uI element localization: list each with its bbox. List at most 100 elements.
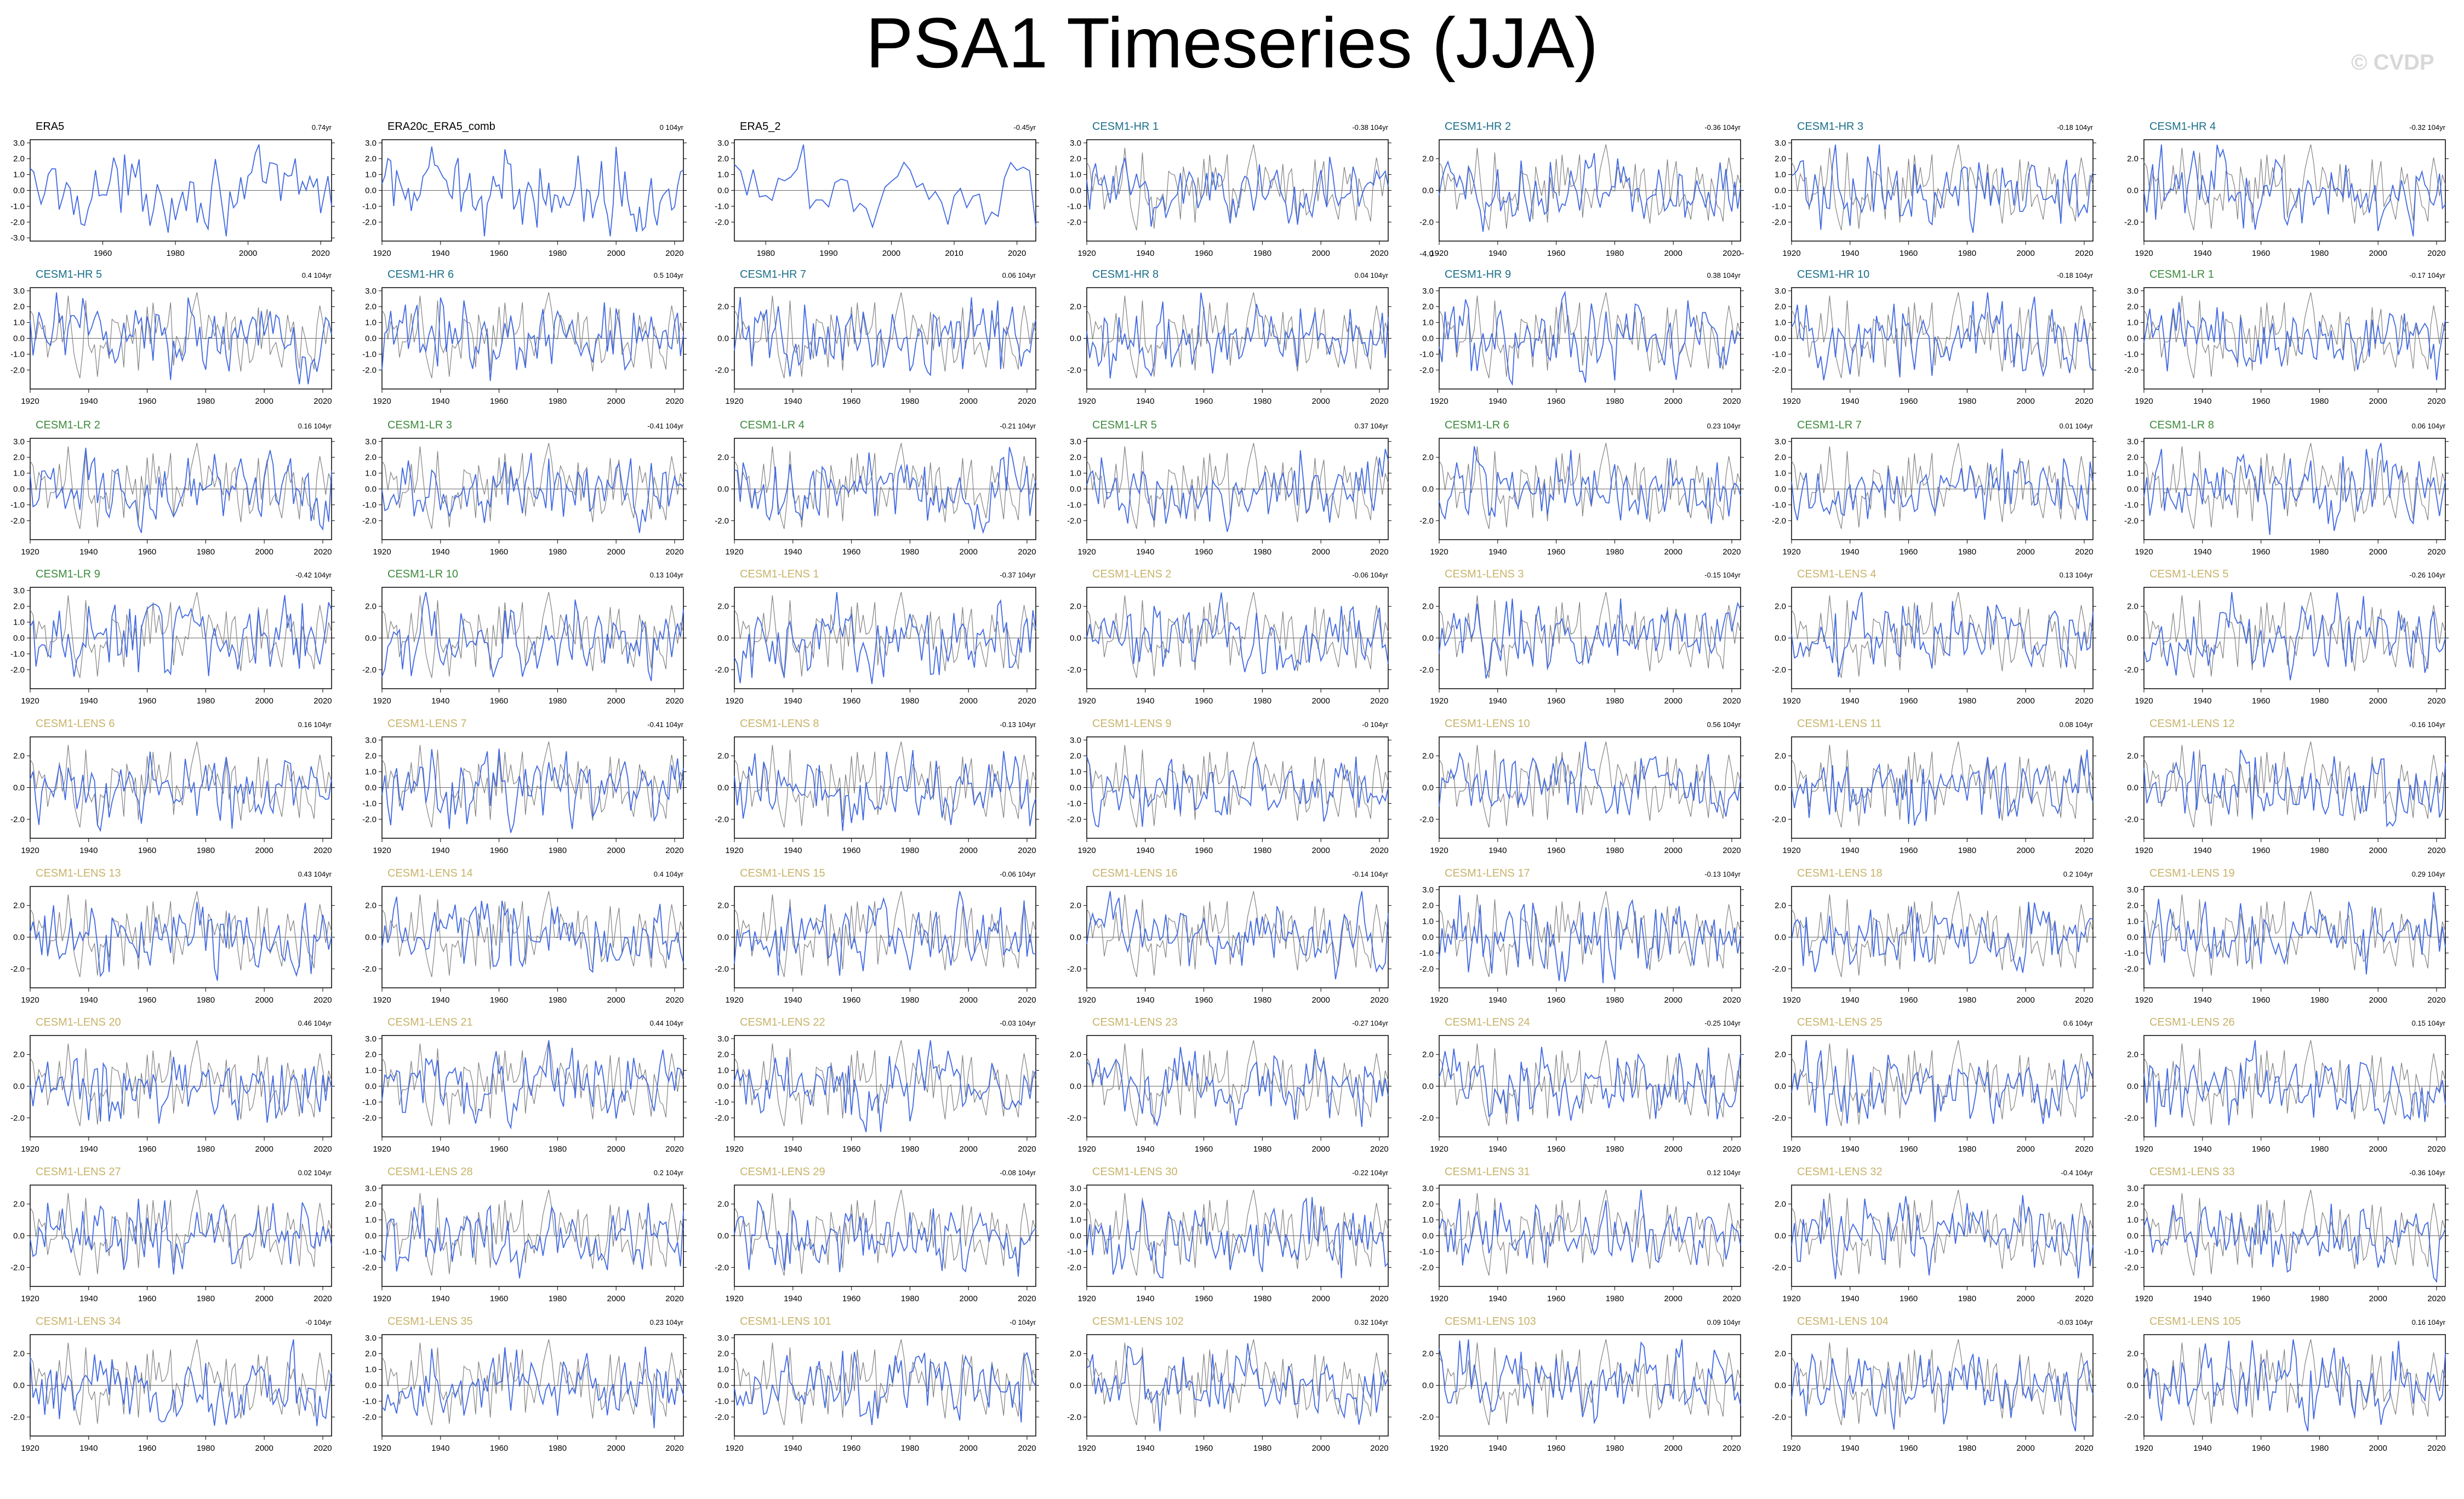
timeseries-panel: CESM1-LR 10 0.13 104yr 2.0 0.0 -2.0 1920 1940 1…: [362, 568, 687, 706]
member-series-line: [30, 751, 332, 832]
member-series-line: [2143, 302, 2446, 380]
y-tick-label: 2.0: [1070, 901, 1081, 911]
x-tick-label: 1980: [901, 995, 919, 1005]
x-tick-label: 2020: [665, 1294, 683, 1303]
x-tick-label: 1920: [21, 1145, 39, 1154]
x-tick-label: 1940: [2193, 696, 2211, 706]
timeseries-panel: ERA20c_ERA5_comb 0 104yr 3.0 2.0 1.0 0.0 -1.0 -…: [362, 121, 687, 258]
x-tick-label: 1980: [1958, 696, 1976, 706]
member-series-line: [2143, 1040, 2446, 1128]
x-tick-label: 2000: [1664, 696, 1682, 706]
x-tick-label: 2000: [607, 846, 625, 855]
member-series-line: [1791, 1353, 2094, 1432]
member-series-line: [2143, 144, 2446, 237]
x-tick-label: 2020: [1018, 1294, 1036, 1303]
panel-label: CESM1-LENS 3: [1445, 568, 1524, 580]
x-tick-label: 1920: [1430, 1444, 1448, 1453]
y-tick-label: 0.0: [1775, 186, 1786, 196]
x-tick-label: 1980: [549, 249, 567, 258]
y-tick-label: 0.0: [2127, 783, 2138, 793]
x-tick-label: 1960: [1900, 846, 1918, 855]
x-tick-label: 1920: [373, 249, 391, 258]
panel-label: CESM1-HR 2: [1445, 121, 1511, 133]
x-tick-label: 1980: [549, 397, 567, 406]
panel-label: CESM1-LENS 17: [1445, 867, 1530, 879]
y-tick-label: 3.0: [1422, 885, 1434, 895]
panel-trend: 0.23 104yr: [650, 1318, 684, 1326]
y-tick-label: 0.0: [717, 485, 729, 494]
panel-label: CESM1-LENS 10: [1445, 718, 1530, 730]
x-tick-label: 1940: [1136, 547, 1154, 557]
x-tick-label: 2020: [1018, 846, 1036, 855]
x-tick-label: 1980: [901, 1145, 919, 1154]
x-tick-label: 2000: [239, 249, 257, 258]
x-tick-label: 2020: [665, 547, 683, 557]
panel-trend: -0.37 104yr: [1000, 571, 1036, 579]
y-tick-label: 0.0: [1070, 186, 1081, 196]
y-tick-label: -2.0: [715, 964, 729, 974]
timeseries-panel: CESM1-LR 3 -0.41 104yr 3.0 2.0 1.0 0.0 -1.0 -2.…: [362, 419, 687, 557]
x-tick-label: 2020: [311, 249, 329, 258]
x-tick-label: 1960: [138, 1145, 156, 1154]
y-tick-label: 3.0: [13, 586, 25, 596]
panel-trend: 0.01 104yr: [2060, 422, 2094, 430]
y-tick-label: -2.0: [362, 964, 377, 974]
x-tick-label: 1960: [1900, 696, 1918, 706]
x-tick-label: 2020: [313, 547, 332, 557]
y-tick-label: 2.0: [1775, 453, 1786, 462]
x-tick-label: 2000: [607, 1145, 625, 1154]
x-tick-label: 2000: [2369, 1145, 2387, 1154]
y-tick-label: 0.0: [1775, 1381, 1786, 1391]
y-tick-label: 0.0: [717, 1232, 729, 1241]
y-tick-label: -2.0: [2124, 1113, 2138, 1123]
x-tick-label: 1980: [1606, 995, 1624, 1005]
y-tick-label: 2.0: [365, 302, 377, 312]
x-tick-label: 1940: [1488, 547, 1507, 557]
panel-label: CESM1-LENS 105: [2149, 1315, 2241, 1328]
x-tick-label: 1940: [1488, 995, 1507, 1005]
y-tick-label: 0.0: [1775, 933, 1786, 942]
obs-series-line: [30, 443, 332, 529]
y-tick-label: 2.0: [13, 602, 25, 611]
panel-trend: 0.2 104yr: [654, 1169, 684, 1177]
x-tick-label: 1960: [1547, 547, 1565, 557]
y-tick-label: -2.0: [362, 218, 377, 227]
x-tick-label: 1920: [21, 1444, 39, 1453]
panel-trend: -0.32 104yr: [2409, 123, 2445, 131]
x-tick-label: 2020: [2075, 249, 2093, 258]
x-tick-label: 1960: [1547, 696, 1565, 706]
x-tick-label: 2000: [255, 397, 273, 406]
y-tick-label: 0.0: [1422, 1232, 1434, 1241]
timeseries-panel: CESM1-LR 1 -0.17 104yr 3.0 2.0 1.0 0.0 -1.0 -2.…: [2124, 268, 2449, 406]
timeseries-panel: ERA5 0.74yr 3.0 2.0 1.0 0.0 -1.0 -2.0 -3.0 1960 19…: [10, 121, 335, 258]
y-tick-label: -2.0: [715, 218, 729, 227]
y-tick-label: 2.0: [1422, 453, 1434, 462]
panel-label: CESM1-LENS 35: [387, 1315, 473, 1328]
y-tick-label: 2.0: [13, 901, 25, 911]
y-tick-label: 3.0: [365, 736, 377, 745]
y-tick-label: 2.0: [1070, 302, 1081, 312]
y-tick-label: 3.0: [1775, 437, 1786, 447]
y-tick-label: 0.0: [1775, 634, 1786, 643]
x-tick-label: 1920: [725, 1444, 743, 1453]
y-tick-label: 2.0: [717, 302, 729, 312]
panel-trend: 0 104yr: [660, 123, 684, 131]
obs-series-line: [30, 741, 332, 828]
y-tick-label: 1.0: [1422, 1216, 1434, 1225]
x-tick-label: 1940: [1841, 1444, 1859, 1453]
panel-label: ERA20c_ERA5_comb: [387, 121, 495, 133]
y-tick-label: 0.0: [1775, 1082, 1786, 1091]
obs-series-line: [734, 1189, 1036, 1276]
member-series-line: [30, 1339, 332, 1426]
obs-series-line: [381, 741, 684, 828]
y-tick-label: 3.0: [13, 287, 25, 296]
panel-trend: 0.6 104yr: [2063, 1019, 2094, 1027]
x-tick-label: 1940: [2193, 1145, 2211, 1154]
x-tick-label: 2020: [1018, 1145, 1036, 1154]
x-tick-label: 1980: [1958, 397, 1976, 406]
panel-trend: -0.26 104yr: [2409, 571, 2445, 579]
y-tick-label: -1.0: [1419, 1247, 1434, 1256]
x-tick-label: 1960: [138, 696, 156, 706]
y-tick-label: -2.0: [1772, 665, 1786, 674]
